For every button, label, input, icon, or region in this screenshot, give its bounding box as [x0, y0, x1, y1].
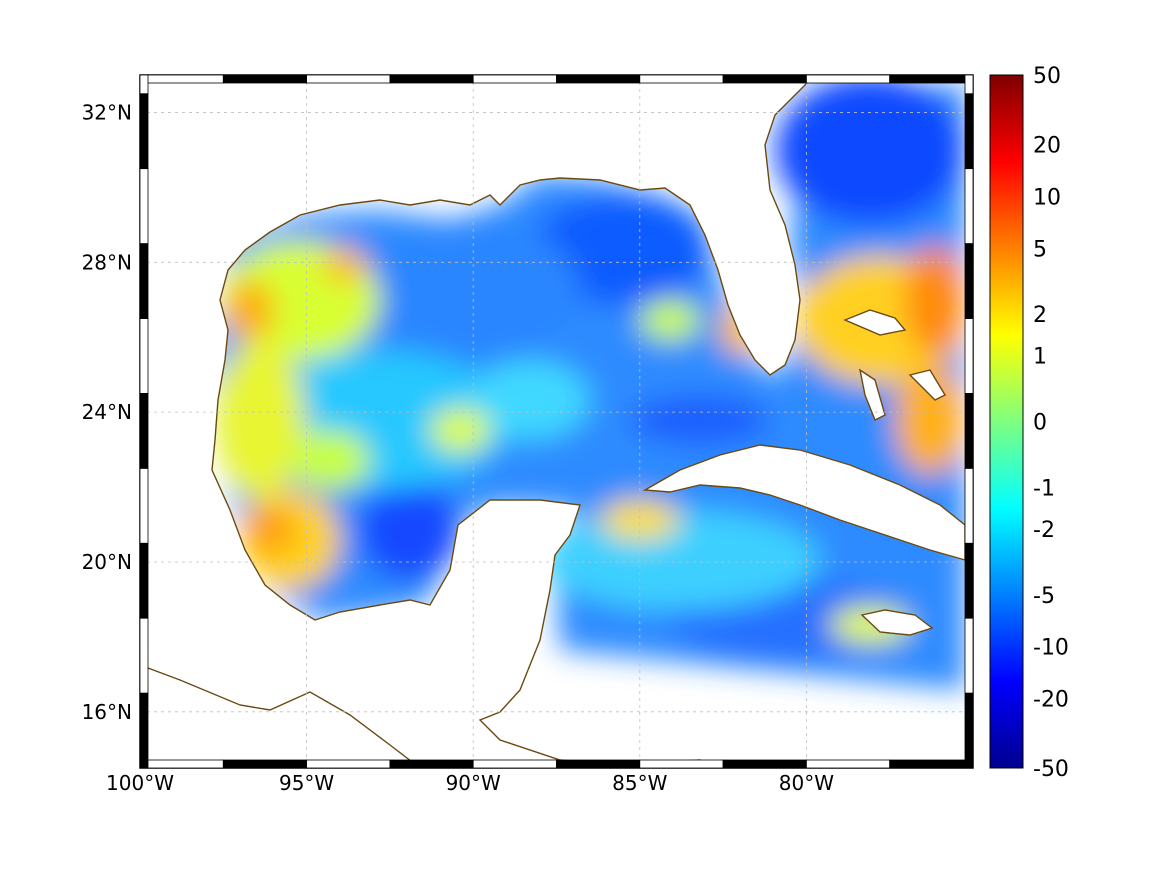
border-segment	[139, 617, 149, 694]
y-axis-ticks: 32°N 28°N 24°N 20°N 16°N	[82, 100, 132, 723]
border-segment	[964, 74, 974, 95]
border-segment	[139, 243, 149, 319]
border-segment	[722, 759, 807, 769]
border-segment	[139, 168, 149, 244]
map-grid	[139, 75, 973, 768]
jamaica-island	[860, 609, 934, 636]
border-segment	[139, 759, 224, 769]
x-tick-label: 90°W	[446, 771, 501, 795]
cuba-island	[642, 444, 966, 561]
border-segment	[139, 542, 149, 619]
border-segment	[139, 93, 149, 170]
border-segment	[139, 692, 149, 769]
y-tick-label: 32°N	[82, 100, 132, 124]
border-segment	[639, 759, 724, 769]
colorbar-tick-label: 20	[1033, 133, 1061, 158]
colorbar-tick-label: 5	[1033, 237, 1047, 262]
bahamas-island	[858, 368, 886, 421]
border-segment	[139, 74, 224, 84]
bahamas-island	[843, 309, 907, 336]
y-tick-label: 28°N	[82, 250, 132, 274]
border-segment	[389, 759, 474, 769]
y-tick-label: 20°N	[82, 550, 132, 574]
x-tick-label: 85°W	[612, 771, 667, 795]
colorbar-tick-label: 0	[1033, 411, 1047, 436]
border-segment	[806, 759, 891, 769]
border-segment	[806, 74, 891, 84]
border-segment	[964, 93, 974, 170]
colorbar	[989, 74, 1024, 769]
colorbar-tick-label: 2	[1033, 303, 1047, 328]
border-segment	[722, 74, 807, 84]
border-segment	[139, 74, 149, 95]
border-segment	[139, 467, 149, 544]
colorbar-tick-label: 1	[1033, 345, 1047, 370]
sea-value-field	[215, 75, 965, 690]
border-segment	[964, 617, 974, 694]
colorbar-tick-label: -50	[1033, 757, 1069, 782]
border-segment	[556, 759, 641, 769]
land-mask	[140, 75, 966, 768]
border-segment	[222, 74, 308, 84]
border-segment	[306, 74, 391, 84]
y-tick-label: 24°N	[82, 400, 132, 424]
border-segment	[556, 74, 641, 84]
colorbar-tick-label: 10	[1033, 185, 1061, 210]
border-segment	[964, 542, 974, 619]
border-segment	[139, 393, 149, 469]
border-segment	[964, 318, 974, 394]
central-america-coast	[140, 664, 422, 768]
bahamas-island	[908, 369, 946, 401]
x-axis-ticks: 100°W 95°W 90°W 85°W 80°W	[106, 771, 834, 795]
colorbar-tick-label: 50	[1033, 64, 1061, 89]
border-segment	[472, 759, 557, 769]
x-tick-label: 95°W	[279, 771, 334, 795]
border-segment	[964, 243, 974, 319]
border-segment	[964, 168, 974, 244]
border-segment	[889, 74, 974, 84]
border-segment	[639, 74, 724, 84]
border-segment	[964, 393, 974, 469]
y-tick-label: 16°N	[82, 700, 132, 724]
border-segment	[306, 759, 391, 769]
colorbar-tick-label: -20	[1033, 688, 1069, 713]
border-segment	[964, 692, 974, 769]
border-segment	[889, 759, 974, 769]
border-segment	[964, 467, 974, 544]
map-border	[139, 74, 974, 769]
colorbar-tick-label: -5	[1033, 584, 1055, 609]
border-segment	[139, 318, 149, 394]
border-segment	[472, 74, 557, 84]
colorbar-tick-label: -10	[1033, 636, 1069, 661]
border-segment	[389, 74, 474, 84]
x-tick-label: 100°W	[106, 771, 174, 795]
colorbar-tick-label: -1	[1033, 476, 1055, 501]
colorbar-tick-label: -2	[1033, 518, 1055, 543]
border-segment	[222, 759, 308, 769]
x-tick-label: 80°W	[779, 771, 834, 795]
